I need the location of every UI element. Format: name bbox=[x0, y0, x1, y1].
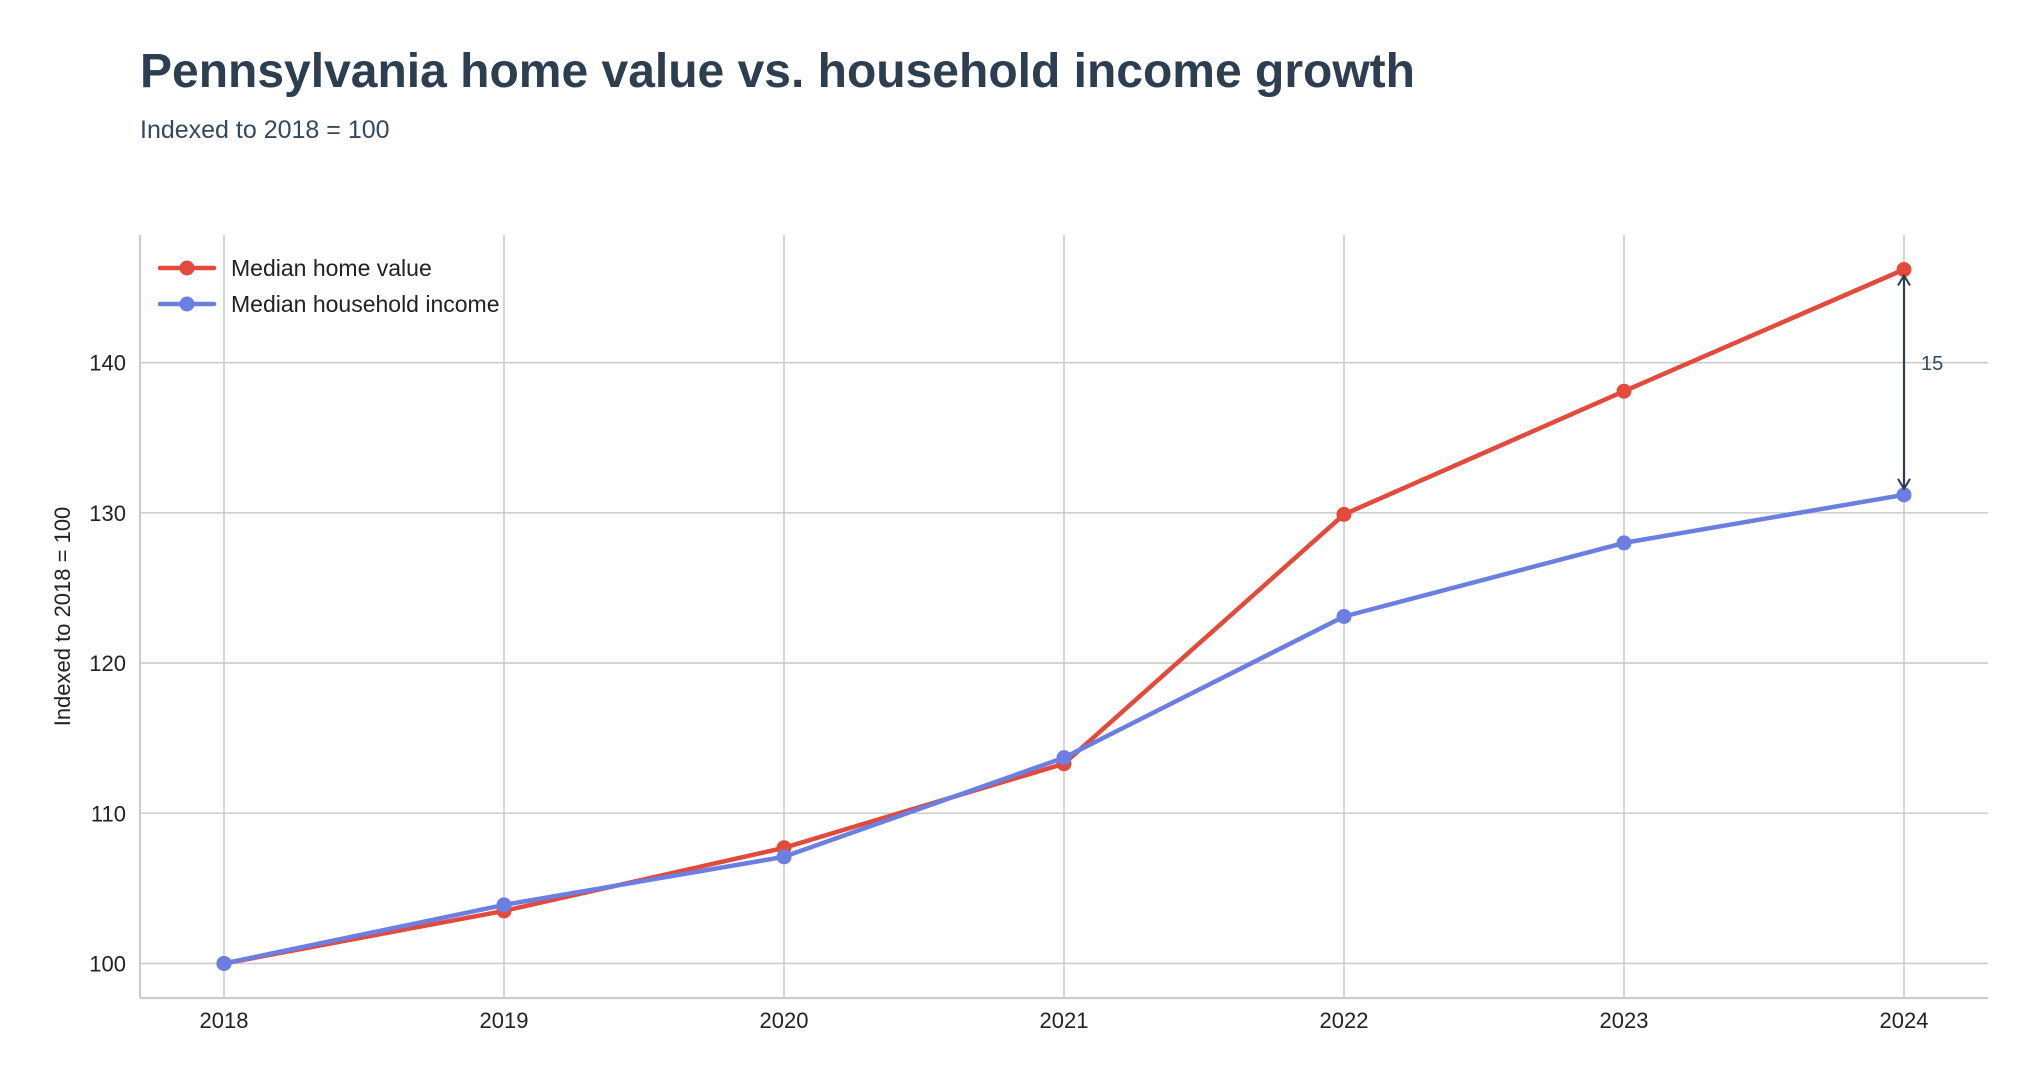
series bbox=[216, 262, 1912, 971]
x-tick-label: 2021 bbox=[1040, 1008, 1089, 1033]
y-tick-label: 110 bbox=[91, 801, 126, 826]
x-tick-label: 2024 bbox=[1880, 1008, 1929, 1033]
tick-labels: 100 110 120 130 140 2018 2019 2020 2021 2022 2023 2… bbox=[50, 351, 1928, 1033]
y-axis-title: Indexed to 2018 = 100 bbox=[50, 507, 75, 727]
y-tick-label: 120 bbox=[89, 651, 126, 676]
axes bbox=[138, 235, 1988, 1000]
legend-label: Median home value bbox=[231, 255, 432, 281]
chart-subtitle: Indexed to 2018 = 100 bbox=[140, 116, 390, 144]
data-point-home-value bbox=[1336, 506, 1352, 522]
legend-marker bbox=[179, 260, 195, 276]
data-point-household-income bbox=[1056, 750, 1072, 766]
x-tick-label: 2023 bbox=[1600, 1008, 1649, 1033]
x-tick-label: 2018 bbox=[200, 1008, 249, 1033]
x-tick-label: 2020 bbox=[760, 1008, 809, 1033]
data-point-household-income bbox=[1896, 487, 1912, 503]
chart-title: Pennsylvania home value vs. household in… bbox=[140, 45, 1415, 98]
data-point-home-value bbox=[1896, 262, 1912, 278]
legend-marker bbox=[179, 296, 195, 312]
legend-label: Median household income bbox=[231, 291, 500, 317]
y-tick-label: 100 bbox=[89, 951, 126, 976]
data-point-household-income bbox=[1616, 535, 1632, 551]
y-tick-label: 140 bbox=[89, 351, 126, 376]
data-point-household-income bbox=[216, 955, 232, 971]
data-point-household-income bbox=[496, 897, 512, 913]
data-point-household-income bbox=[776, 849, 792, 865]
grid bbox=[140, 235, 1988, 998]
x-tick-label: 2022 bbox=[1320, 1008, 1369, 1033]
legend: Median home value Median household income bbox=[157, 255, 500, 317]
annotation: 15 bbox=[1897, 273, 1943, 491]
data-point-household-income bbox=[1336, 609, 1352, 624]
x-tick-label: 2019 bbox=[480, 1008, 529, 1033]
y-tick-label: 130 bbox=[89, 501, 126, 526]
gap-label: 15 bbox=[1921, 353, 1943, 375]
data-point-home-value bbox=[1616, 383, 1632, 399]
